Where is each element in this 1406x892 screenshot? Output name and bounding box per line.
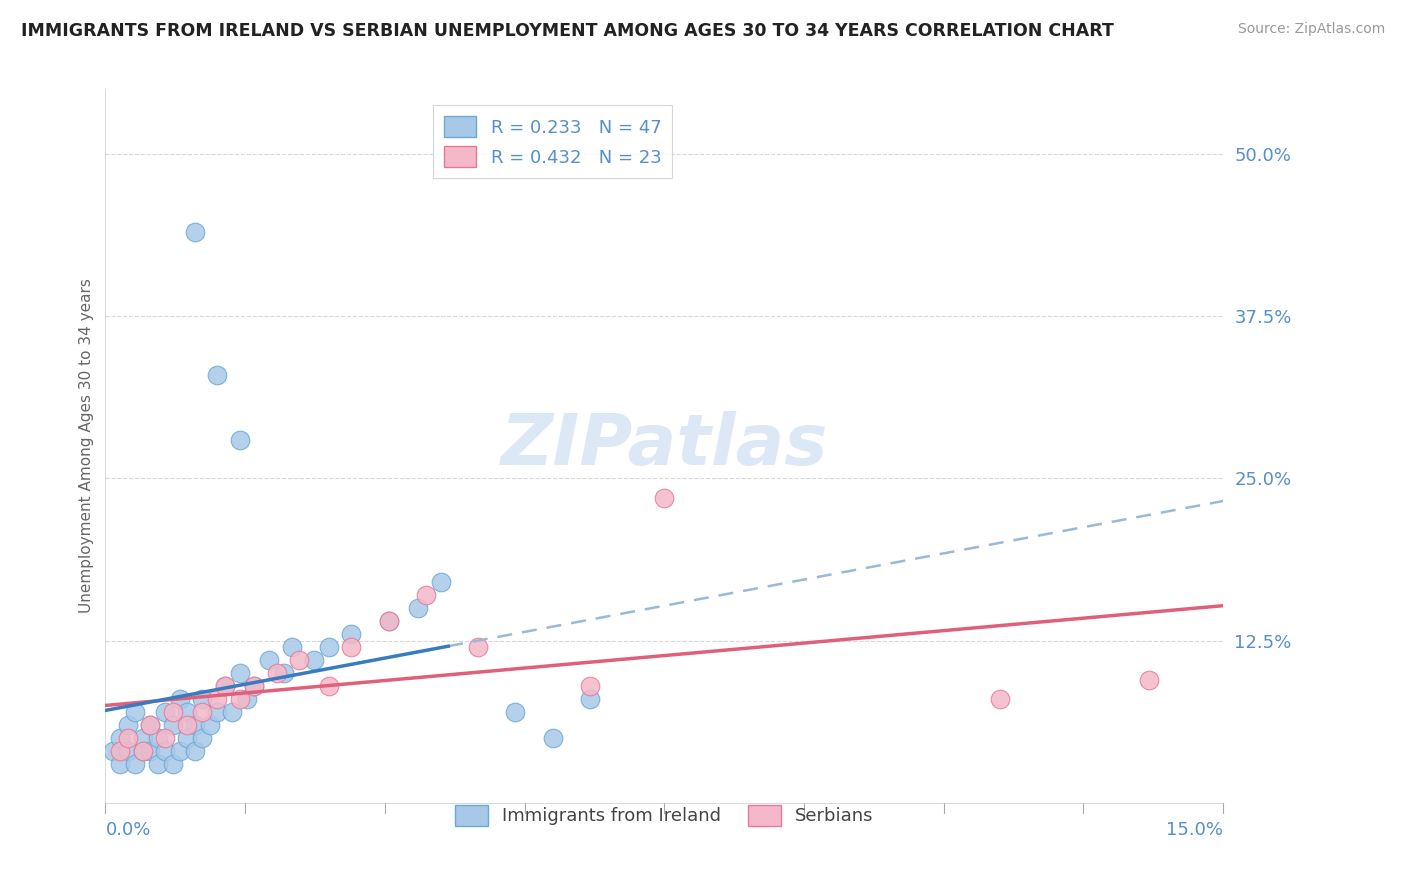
Point <box>176 705 198 719</box>
Point <box>184 744 207 758</box>
Text: 0.0%: 0.0% <box>105 821 150 838</box>
Point <box>162 718 184 732</box>
Legend: Immigrants from Ireland, Serbians: Immigrants from Ireland, Serbians <box>449 797 880 833</box>
Point <box>198 718 221 732</box>
Point <box>988 692 1011 706</box>
Point <box>318 679 340 693</box>
Point <box>408 601 430 615</box>
Point <box>101 744 124 758</box>
Point <box>110 731 132 745</box>
Point <box>228 666 250 681</box>
Point <box>191 692 214 706</box>
Point <box>153 705 176 719</box>
Point <box>162 756 184 771</box>
Point <box>302 653 325 667</box>
Point <box>281 640 304 654</box>
Point <box>1137 673 1160 687</box>
Point <box>139 718 162 732</box>
Point <box>169 692 191 706</box>
Point <box>228 692 250 706</box>
Point <box>214 679 236 693</box>
Point <box>191 731 214 745</box>
Point <box>205 692 228 706</box>
Point <box>266 666 288 681</box>
Point <box>169 744 191 758</box>
Point <box>243 679 266 693</box>
Point <box>132 744 155 758</box>
Point <box>162 705 184 719</box>
Text: IMMIGRANTS FROM IRELAND VS SERBIAN UNEMPLOYMENT AMONG AGES 30 TO 34 YEARS CORREL: IMMIGRANTS FROM IRELAND VS SERBIAN UNEMP… <box>21 22 1114 40</box>
Point <box>228 433 250 447</box>
Point <box>318 640 340 654</box>
Point <box>146 731 169 745</box>
Point <box>132 744 155 758</box>
Point <box>377 614 399 628</box>
Point <box>236 692 259 706</box>
Point <box>340 627 363 641</box>
Point <box>243 679 266 693</box>
Point <box>503 705 526 719</box>
Point <box>467 640 489 654</box>
Point <box>146 756 169 771</box>
Point <box>340 640 363 654</box>
Point <box>124 756 146 771</box>
Point <box>110 744 132 758</box>
Point <box>273 666 295 681</box>
Point <box>377 614 399 628</box>
Point <box>259 653 281 667</box>
Point <box>117 744 139 758</box>
Point <box>652 491 676 505</box>
Point <box>153 731 176 745</box>
Point <box>288 653 311 667</box>
Point <box>214 679 236 693</box>
Point <box>176 718 198 732</box>
Point <box>176 731 198 745</box>
Text: Source: ZipAtlas.com: Source: ZipAtlas.com <box>1237 22 1385 37</box>
Point <box>184 225 207 239</box>
Point <box>430 575 453 590</box>
Text: ZIPatlas: ZIPatlas <box>501 411 828 481</box>
Text: 15.0%: 15.0% <box>1166 821 1223 838</box>
Point <box>153 744 176 758</box>
Point <box>184 718 207 732</box>
Point <box>205 368 228 382</box>
Point <box>191 705 214 719</box>
Point <box>139 744 162 758</box>
Point <box>579 692 602 706</box>
Point <box>132 731 155 745</box>
Point <box>117 718 139 732</box>
Point <box>221 705 243 719</box>
Point <box>205 705 228 719</box>
Point <box>579 679 602 693</box>
Point <box>541 731 564 745</box>
Point <box>139 718 162 732</box>
Point <box>124 705 146 719</box>
Point <box>110 756 132 771</box>
Y-axis label: Unemployment Among Ages 30 to 34 years: Unemployment Among Ages 30 to 34 years <box>79 278 94 614</box>
Point <box>117 731 139 745</box>
Point <box>415 588 437 602</box>
